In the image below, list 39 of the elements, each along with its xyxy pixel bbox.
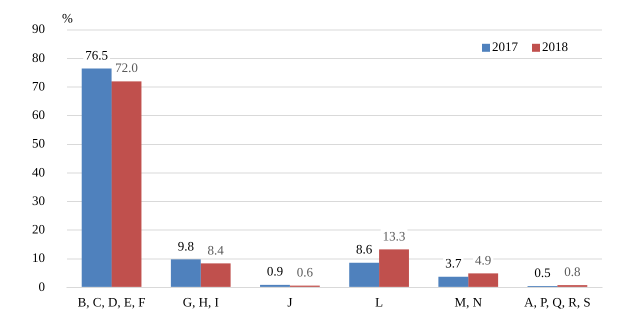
data-label: 0.8	[564, 264, 580, 280]
data-label: 72.0	[115, 60, 138, 76]
y-tick-label: 30	[32, 192, 45, 208]
y-tick-label: 40	[32, 164, 45, 180]
data-label: 0.9	[266, 264, 284, 279]
x-tick-label: J	[287, 294, 292, 310]
legend-label: 2018	[542, 39, 568, 54]
data-label: 3.7	[445, 256, 462, 271]
x-tick-label: L	[375, 294, 384, 310]
y-tick-label: 90	[32, 21, 45, 36]
data-label: 0.5	[534, 264, 551, 280]
bar	[82, 68, 112, 287]
y-tick-label: 50	[32, 136, 45, 151]
y-tick-label: 80	[32, 50, 45, 65]
data-label: 8.6	[356, 242, 373, 257]
data-label: 76.5	[85, 47, 108, 62]
bar	[379, 249, 409, 287]
x-tick-label: A, P, Q, R, S	[524, 294, 591, 310]
x-tick-label: B, C, D, E, F	[78, 294, 146, 310]
y-tick-label: 0	[38, 278, 45, 294]
y-tick-label: 70	[32, 78, 45, 94]
y-axis-title: %	[62, 10, 73, 26]
y-tick-label: 10	[32, 250, 45, 266]
data-label: 4.9	[475, 252, 492, 268]
data-label: 13.3	[382, 228, 406, 244]
bar	[468, 273, 498, 287]
x-tick-label: M, N	[454, 294, 483, 310]
bar	[112, 81, 142, 287]
y-tick-label: 20	[32, 222, 45, 237]
data-label: 8.4	[208, 242, 224, 258]
data-label: 0.6	[296, 264, 314, 280]
bar	[170, 259, 201, 287]
y-tick-label: 60	[32, 107, 45, 122]
x-tick-label: G, H, I	[182, 294, 219, 310]
bar	[200, 263, 231, 287]
data-label: 9.8	[178, 238, 194, 254]
legend-label: 2017	[492, 39, 518, 54]
bar	[438, 276, 468, 287]
bar	[349, 262, 380, 287]
